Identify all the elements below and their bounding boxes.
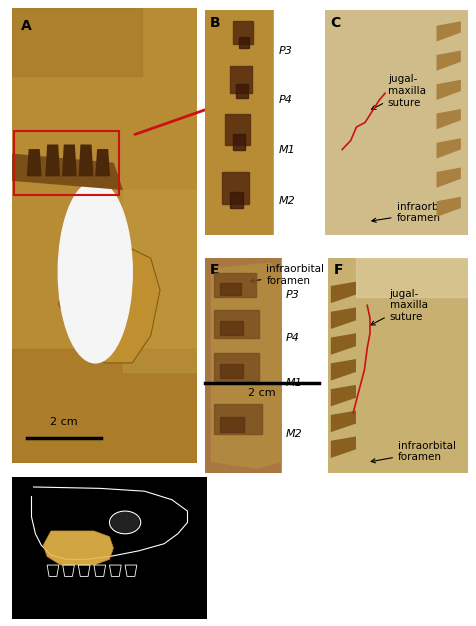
Text: C: C — [331, 16, 341, 29]
Polygon shape — [331, 307, 356, 329]
Text: M1: M1 — [285, 377, 302, 387]
Bar — [239, 37, 249, 48]
Bar — [222, 172, 248, 203]
Bar — [123, 190, 197, 372]
Text: jugal-
maxilla
suture: jugal- maxilla suture — [371, 74, 426, 110]
Bar — [12, 8, 141, 76]
Bar — [220, 417, 244, 432]
Text: infraorbital
foramen: infraorbital foramen — [372, 202, 455, 223]
Text: M2: M2 — [285, 429, 302, 439]
Circle shape — [111, 513, 139, 532]
Bar — [205, 10, 275, 235]
Text: P3: P3 — [285, 290, 299, 300]
Bar — [282, 258, 323, 473]
Text: 2 cm: 2 cm — [248, 388, 276, 398]
Polygon shape — [211, 262, 282, 469]
Bar — [233, 21, 253, 44]
Bar — [229, 66, 252, 93]
Polygon shape — [62, 145, 77, 177]
Text: E: E — [210, 264, 219, 277]
Polygon shape — [436, 138, 461, 158]
Bar — [215, 310, 259, 337]
Polygon shape — [436, 109, 461, 129]
Polygon shape — [436, 168, 461, 188]
Bar — [220, 283, 241, 295]
Polygon shape — [331, 282, 356, 303]
Bar — [356, 258, 468, 297]
Polygon shape — [331, 411, 356, 432]
Text: M1: M1 — [279, 145, 296, 155]
Polygon shape — [436, 51, 461, 71]
Polygon shape — [436, 197, 461, 217]
Circle shape — [58, 181, 132, 363]
Text: P3: P3 — [279, 46, 293, 56]
Text: F: F — [334, 264, 343, 277]
Polygon shape — [436, 80, 461, 100]
Text: jugal-
maxilla
suture: jugal- maxilla suture — [371, 289, 427, 325]
Bar — [230, 192, 243, 208]
Bar — [12, 349, 197, 463]
Polygon shape — [331, 333, 356, 355]
Text: D: D — [20, 481, 31, 495]
Text: B: B — [209, 16, 220, 29]
Polygon shape — [331, 359, 356, 381]
Text: infraorbital
foramen: infraorbital foramen — [371, 441, 456, 463]
Bar — [275, 10, 317, 235]
Bar — [220, 321, 243, 336]
Bar — [215, 404, 262, 434]
Bar — [215, 352, 259, 381]
Polygon shape — [45, 145, 60, 177]
Polygon shape — [331, 436, 356, 458]
Bar — [233, 134, 245, 150]
Bar — [220, 364, 243, 378]
Text: A: A — [21, 19, 32, 33]
Text: 2 cm: 2 cm — [50, 416, 78, 426]
Polygon shape — [95, 149, 110, 177]
Bar — [215, 273, 256, 297]
Bar — [205, 258, 282, 473]
Polygon shape — [43, 531, 113, 565]
Bar — [14, 131, 119, 195]
Polygon shape — [79, 145, 93, 177]
Polygon shape — [58, 245, 160, 363]
Text: P4: P4 — [285, 332, 299, 342]
Bar — [225, 113, 250, 145]
Polygon shape — [436, 21, 461, 41]
Polygon shape — [12, 153, 123, 190]
Text: M2: M2 — [279, 196, 296, 206]
Text: infraorbital
foramen: infraorbital foramen — [250, 264, 324, 286]
Polygon shape — [27, 149, 41, 177]
Bar — [237, 85, 248, 98]
Polygon shape — [20, 478, 203, 573]
Polygon shape — [331, 385, 356, 406]
Text: P4: P4 — [279, 95, 293, 105]
